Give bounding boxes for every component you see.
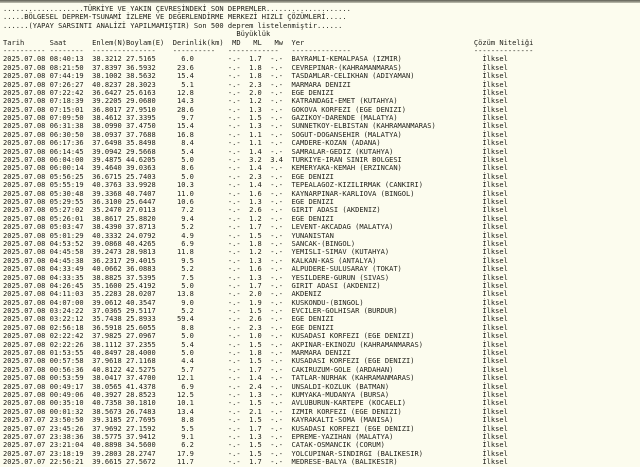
- table-row: 2025.07.08 06:04:00 39.4875 44.6205 5.0 …: [3, 155, 508, 165]
- table-row: 2025.07.08 02:56:18 36.5918 25.6055 8.8 …: [3, 322, 508, 332]
- table-row: 2025.07.08 04:07:00 39.0612 40.3547 9.0 …: [3, 297, 508, 307]
- table-row: 2025.07.08 08:21:50 37.8397 36.5932 23.6…: [3, 62, 508, 72]
- table-row: 2025.07.07 23:21:04 40.8898 34.5600 6.2 …: [3, 440, 508, 450]
- table-row: 2025.07.08 07:22:42 36.6427 25.6163 12.8…: [3, 87, 508, 97]
- table-row: 2025.07.08 05:27:02 35.2470 27.0113 7.2 …: [3, 205, 508, 215]
- table-row: 2025.07.08 00:57:58 37.9618 27.1168 4.4 …: [3, 356, 508, 366]
- table-row: 2025.07.08 04:33:49 40.0662 36.0883 5.2 …: [3, 264, 508, 274]
- table-row: 2025.07.08 06:30:50 38.0937 37.7688 16.8…: [3, 129, 508, 139]
- table-row: 2025.07.08 01:53:55 40.8497 28.4000 5.0 …: [3, 348, 508, 358]
- table-row: 2025.07.08 04:45:58 39.2473 28.9813 11.8…: [3, 247, 508, 257]
- table-row: 2025.07.08 03:22:12 35.7438 25.8933 59.4…: [3, 314, 508, 324]
- table-header-divider: ---------- -------- --------------- ----…: [3, 45, 534, 55]
- table-row: 2025.07.08 04:11:03 35.2283 28.0207 13.8…: [3, 289, 508, 299]
- table-row: 2025.07.08 04:53:52 39.0868 40.4265 6.9 …: [3, 238, 508, 248]
- table-row: 2025.07.08 06:00:14 39.4640 39.0363 8.6 …: [3, 163, 508, 173]
- table-row: 2025.07.08 00:35:10 40.7358 30.1810 10.1…: [3, 398, 508, 408]
- table-row: 2025.07.08 00:56:36 40.8122 42.5275 5.7 …: [3, 364, 508, 374]
- earthquake-report-text: ...................TÜRKİYE VE YAKIN ÇEVR…: [0, 3, 640, 466]
- table-column-headers: Tarih Saat Enlem(N)Boylam(E) Derinlik(km…: [3, 37, 534, 47]
- report-title-line-2: .....BÖLGESEL DEPREM-TSUNAMİ İZLEME VE D…: [3, 12, 347, 22]
- magnitude-group-label: Büyüklük: [3, 29, 271, 39]
- table-row: 2025.07.07 23:50:50 39.3185 27.7695 8.8 …: [3, 415, 508, 425]
- report-title-line-3: ......(YAPAY SARSINTI ANALİZİ YAPILMAMIŞ…: [3, 20, 343, 30]
- table-row: 2025.07.07 23:45:26 37.9692 27.1592 5.5 …: [3, 423, 508, 433]
- table-row: 2025.07.08 05:30:48 39.3368 40.7407 11.0…: [3, 188, 508, 198]
- table-row: 2025.07.08 00:53:59 38.0417 37.4700 12.1…: [3, 373, 508, 383]
- table-row: 2025.07.08 06:31:38 38.0990 37.4750 15.4…: [3, 121, 508, 131]
- table-row: 2025.07.08 00:49:17 38.0565 41.4378 6.9 …: [3, 381, 508, 391]
- table-row: 2025.07.07 23:18:19 39.2803 28.2747 17.9…: [3, 448, 508, 458]
- table-row: 2025.07.08 02:22:42 37.9825 27.0967 5.0 …: [3, 331, 508, 341]
- table-row: 2025.07.08 05:26:01 38.8617 25.8820 9.4 …: [3, 213, 508, 223]
- table-row: 2025.07.08 02:22:26 38.1112 37.2355 5.4 …: [3, 339, 508, 349]
- table-row: 2025.07.08 07:15:01 36.8017 27.9510 28.6…: [3, 104, 508, 114]
- table-row: 2025.07.08 07:26:27 40.8237 28.3023 5.1 …: [3, 79, 508, 89]
- table-row: 2025.07.08 04:26:45 35.1600 25.4192 5.0 …: [3, 280, 508, 290]
- table-row: 2025.07.08 07:09:50 38.4612 37.3395 9.7 …: [3, 113, 508, 123]
- table-row: 2025.07.08 00:01:32 38.5673 26.7483 13.4…: [3, 406, 508, 416]
- table-body: 2025.07.08 08:40:13 38.3212 27.5165 6.0 …: [3, 54, 640, 467]
- table-row: 2025.07.08 07:44:19 38.1002 38.5632 15.4…: [3, 71, 508, 81]
- table-row: 2025.07.08 03:24:22 37.0365 29.5117 5.2 …: [3, 306, 508, 316]
- table-row: 2025.07.07 22:56:21 39.6615 27.5672 11.7…: [3, 457, 508, 467]
- table-row: 2025.07.08 05:29:55 36.3100 25.6447 10.6…: [3, 196, 508, 206]
- table-row: 2025.07.08 06:17:36 37.6498 35.8498 8.4 …: [3, 138, 508, 148]
- table-row: 2025.07.08 04:33:35 38.8825 37.5395 7.5 …: [3, 272, 508, 282]
- table-row: 2025.07.08 05:01:29 40.3332 24.0792 4.9 …: [3, 230, 508, 240]
- report-title-line-1: ...................TÜRKİYE VE YAKIN ÇEVR…: [3, 4, 351, 13]
- table-row: 2025.07.08 05:55:19 40.3763 33.9928 10.3…: [3, 180, 508, 190]
- table-row: 2025.07.08 05:03:47 38.4390 37.8713 5.2 …: [3, 222, 508, 232]
- table-row: 2025.07.08 00:49:06 40.3927 28.8523 12.5…: [3, 389, 508, 399]
- table-row: 2025.07.08 06:14:45 39.0942 29.5668 5.4 …: [3, 146, 508, 156]
- table-row: 2025.07.08 07:18:39 39.2205 29.0680 14.3…: [3, 96, 508, 106]
- window-top-bar: [0, 0, 640, 3]
- table-row: 2025.07.07 23:38:36 38.5775 37.9412 9.1 …: [3, 431, 508, 441]
- table-row: 2025.07.08 04:45:38 36.2317 29.4015 9.5 …: [3, 255, 508, 265]
- table-row: 2025.07.08 08:40:13 38.3212 27.5165 6.0 …: [3, 54, 508, 64]
- table-row: 2025.07.08 05:56:25 36.6715 25.7403 5.0 …: [3, 171, 508, 181]
